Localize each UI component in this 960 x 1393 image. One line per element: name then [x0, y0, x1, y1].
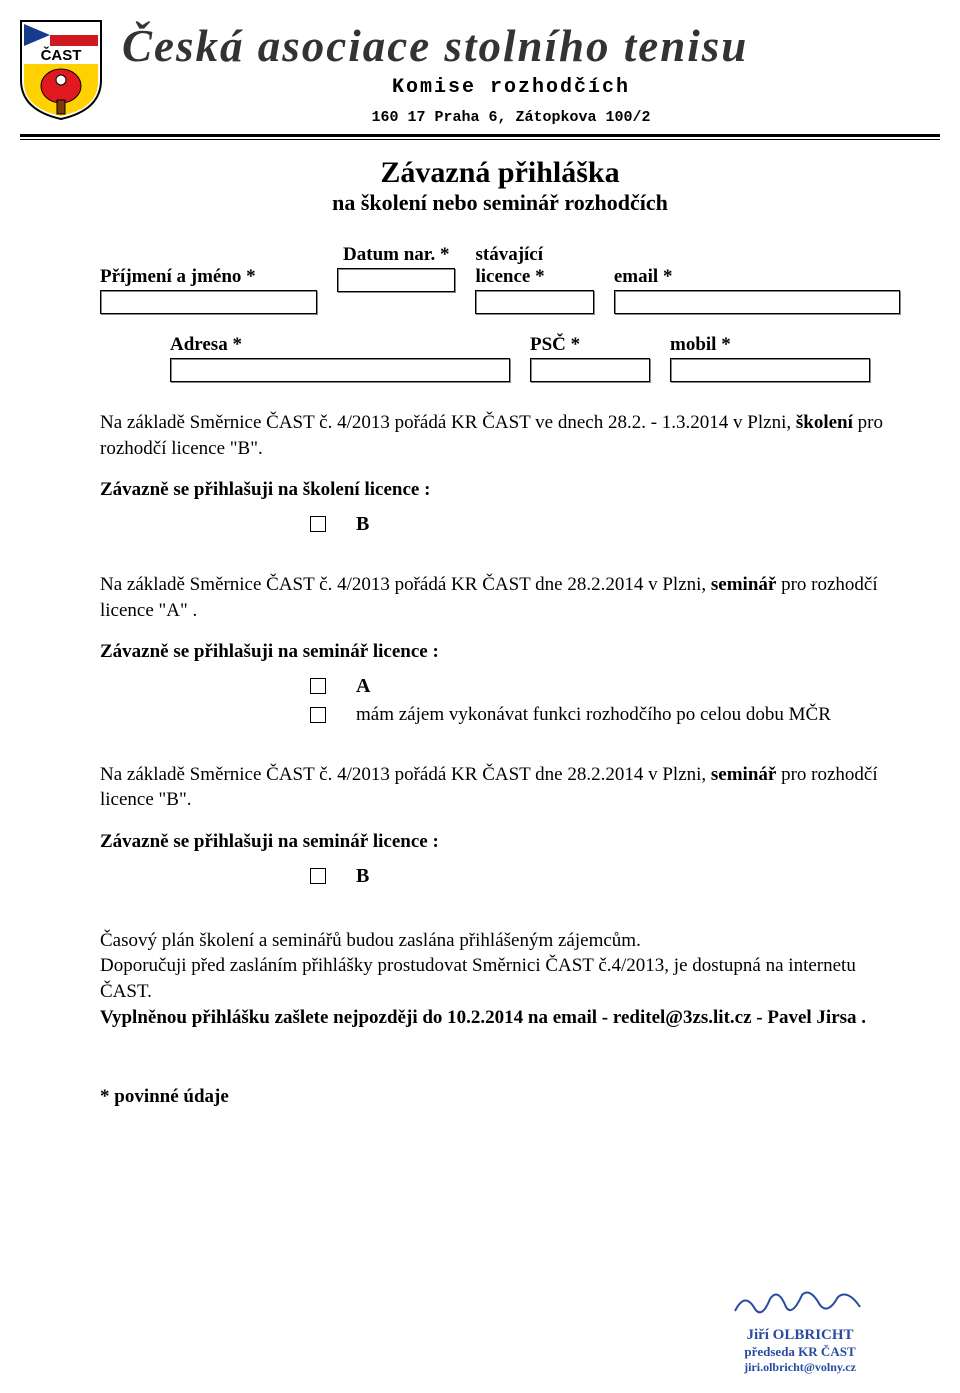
signature-stamp: Jiří OLBRICHT předseda KR ČAST jiri.olbr… — [690, 1285, 910, 1375]
s2-text-a: Na základě Směrnice ČAST č. 4/2013 pořád… — [100, 574, 711, 595]
section-2-text: Na základě Směrnice ČAST č. 4/2013 pořád… — [100, 572, 900, 623]
input-mobil[interactable] — [670, 358, 870, 382]
label-name: Příjmení a jméno * — [100, 244, 317, 288]
header-rule — [20, 134, 940, 140]
label-dob: Datum nar. * — [337, 244, 455, 266]
cast-logo-icon: ČAST — [20, 20, 102, 120]
footer-line-2: Doporučuji před zasláním přihlášky prost… — [100, 953, 900, 1004]
footer-line-1: Časový plán školení a seminářů budou zas… — [100, 928, 900, 954]
s2-option-b-row: mám zájem vykonávat funkci rozhodčího po… — [310, 704, 900, 726]
field-row-2: Adresa * PSČ * mobil * — [100, 334, 900, 382]
s1-checkbox-block: B — [310, 513, 900, 536]
s2-option-b-label: mám zájem vykonávat funkci rozhodčího po… — [356, 704, 831, 726]
s2-option-a-row: A — [310, 675, 900, 698]
s1-text-a: Na základě Směrnice ČAST č. 4/2013 pořád… — [100, 412, 796, 433]
field-email: email * — [614, 244, 900, 314]
label-address: Adresa * — [170, 334, 510, 356]
checkbox-a-seminar[interactable] — [310, 678, 326, 694]
stamp-name: Jiří OLBRICHT — [690, 1327, 910, 1344]
field-mobil: mobil * — [670, 334, 870, 382]
document-header: ČAST Česká asociace stolního tenisu Komi… — [20, 20, 900, 126]
input-licence[interactable] — [475, 290, 593, 314]
s3-checkbox-block: B — [310, 865, 900, 888]
title-block: Česká asociace stolního tenisu Komise ro… — [122, 20, 900, 126]
field-licence: stávající licence * — [475, 244, 593, 314]
label-mobil: mobil * — [670, 334, 870, 356]
input-address[interactable] — [170, 358, 510, 382]
org-address: 160 17 Praha 6, Zátopkova 100/2 — [122, 109, 900, 126]
section-3-text: Na základě Směrnice ČAST č. 4/2013 pořád… — [100, 762, 900, 813]
checkbox-b-seminar[interactable] — [310, 868, 326, 884]
signature-icon — [730, 1285, 870, 1321]
s2-bold: seminář — [711, 574, 776, 595]
input-psc[interactable] — [530, 358, 650, 382]
input-dob[interactable] — [337, 268, 455, 292]
label-email: email * — [614, 244, 900, 288]
field-row-1: Příjmení a jméno * Datum nar. * stávajíc… — [100, 244, 900, 314]
checkbox-mcr-interest[interactable] — [310, 707, 326, 723]
input-name[interactable] — [100, 290, 317, 314]
input-email[interactable] — [614, 290, 900, 314]
s3-bold: seminář — [711, 764, 776, 785]
s1-signup: Závazně se přihlašuji na školení licence… — [100, 477, 900, 503]
logo-text: ČAST — [41, 46, 82, 64]
s2-signup: Závazně se přihlašuji na seminář licence… — [100, 639, 900, 665]
s2-option-a-label: A — [356, 675, 370, 698]
form-subtitle: na školení nebo seminář rozhodčích — [100, 190, 900, 216]
s3-signup: Závazně se přihlašuji na seminář licence… — [100, 829, 900, 855]
footer-line-3: Vyplněnou přihlášku zašlete nejpozději d… — [100, 1005, 900, 1031]
s3-option-label: B — [356, 865, 369, 888]
s1-option-row: B — [310, 513, 900, 536]
section-1-text: Na základě Směrnice ČAST č. 4/2013 pořád… — [100, 410, 900, 461]
field-address: Adresa * — [170, 334, 510, 382]
stamp-email: jiri.olbricht@volny.cz — [690, 1360, 910, 1375]
required-note: * povinné údaje — [100, 1086, 900, 1108]
s3-text-a: Na základě Směrnice ČAST č. 4/2013 pořád… — [100, 764, 711, 785]
checkbox-b-training[interactable] — [310, 516, 326, 532]
s2-checkbox-block: A mám zájem vykonávat funkci rozhodčího … — [310, 675, 900, 726]
form-title: Závazná přihláška — [100, 156, 900, 190]
label-psc: PSČ * — [530, 334, 650, 356]
s3-option-row: B — [310, 865, 900, 888]
field-name: Příjmení a jméno * — [100, 244, 317, 314]
s1-option-label: B — [356, 513, 369, 536]
label-licence: stávající licence * — [475, 244, 593, 288]
org-subtitle: Komise rozhodčích — [122, 76, 900, 99]
org-title: Česká asociace stolního tenisu — [122, 20, 900, 72]
field-dob: Datum nar. * — [337, 244, 455, 314]
field-psc: PSČ * — [530, 334, 650, 382]
stamp-role: předseda KR ČAST — [690, 1344, 910, 1360]
s1-bold: školení — [796, 412, 853, 433]
